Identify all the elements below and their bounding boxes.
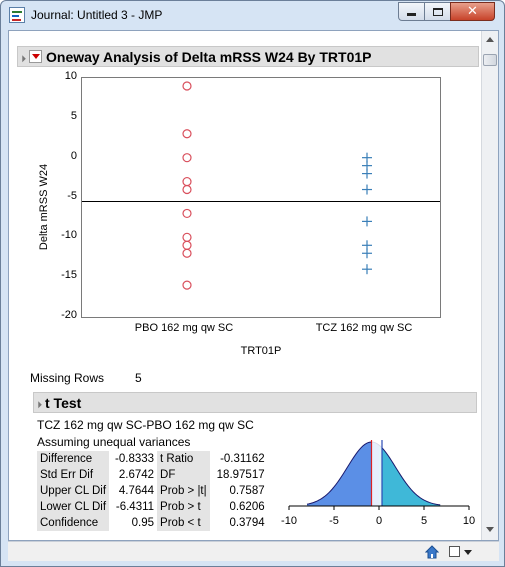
pbo-data-point[interactable]: [182, 248, 192, 258]
stat-value: 0.3794: [229, 517, 265, 529]
stat-label: Confidence: [37, 515, 110, 531]
stat-label: Upper CL Dif: [37, 483, 110, 499]
distribution-tick-label: -10: [281, 515, 297, 527]
pbo-data-point[interactable]: [182, 176, 192, 187]
pbo-data-point[interactable]: [182, 184, 192, 195]
pbo-data-point[interactable]: [182, 232, 192, 242]
minimize-button[interactable]: [398, 2, 425, 21]
close-icon: ✕: [467, 4, 478, 19]
maximize-button[interactable]: [424, 2, 451, 21]
stat-value: 2.6742: [118, 469, 155, 481]
disclosure-triangle-icon[interactable]: [15, 51, 26, 62]
oneway-outline-header[interactable]: Oneway Analysis of Delta mRSS W24 By TRT…: [15, 46, 479, 67]
stat-value: -6.4311: [115, 501, 155, 513]
stat-label: DF: [157, 467, 210, 483]
pbo-data-point[interactable]: [182, 153, 192, 163]
stat-value: 0.6206: [229, 501, 265, 513]
y-tick-label: -10: [61, 229, 77, 242]
tcz-data-point[interactable]: [362, 264, 372, 275]
pbo-data-point[interactable]: [182, 129, 192, 139]
stat-label: Prob > t: [157, 499, 210, 515]
x-category-label-tcz: TCZ 162 mg qw SC: [315, 322, 413, 334]
table-row: Std Err Dif 2.6742 DF 18.97517: [37, 467, 268, 483]
pbo-data-point[interactable]: [182, 240, 192, 250]
ttest-outline-header[interactable]: t Test: [31, 392, 477, 413]
ttest-comparison: TCZ 162 mg qw SC-PBO 162 mg qw SC: [37, 418, 254, 432]
chevron-down-icon[interactable]: [464, 550, 472, 555]
missing-rows-label: Missing Rows: [30, 371, 105, 385]
stat-label: Prob < t: [157, 515, 210, 531]
maximize-icon: [432, 7, 443, 16]
distribution-right-area: [379, 445, 441, 506]
distribution-tick-label: 10: [462, 515, 476, 527]
t-distribution-plot: [288, 440, 470, 510]
title-bar[interactable]: Journal: Untitled 3 - JMP ✕: [1, 1, 504, 29]
distribution-tick-label: -5: [329, 515, 339, 527]
difference-band: [371, 440, 382, 506]
ttest-stats-table: Difference -0.8333 t Ratio -0.31162 Std …: [37, 451, 268, 531]
ttest-assumption: Assuming unequal variances: [37, 435, 191, 449]
y-tick-label: -20: [61, 309, 77, 321]
missing-rows-value: 5: [135, 371, 142, 385]
distribution-tick-label: 0: [375, 515, 383, 527]
vertical-scrollbar[interactable]: [481, 31, 498, 540]
pbo-data-point[interactable]: [182, 81, 192, 91]
distribution-tick-label: 5: [420, 515, 428, 527]
y-tick-label: -5: [67, 189, 77, 202]
y-tick-label: 0: [70, 149, 77, 162]
tcz-data-point[interactable]: [362, 216, 372, 227]
y-tick-label: 10: [64, 70, 77, 82]
table-row: Confidence 0.95 Prob < t 0.3794: [37, 515, 268, 531]
stat-label: Std Err Dif: [37, 467, 110, 483]
tcz-data-point[interactable]: [362, 248, 372, 259]
stat-value: 18.97517: [216, 469, 265, 481]
stat-value: 0.7587: [229, 485, 265, 497]
stat-label: Lower CL Dif: [37, 499, 110, 515]
ttest-title: t Test: [45, 394, 82, 411]
scroll-down-icon[interactable]: [486, 527, 494, 532]
stat-label: t Ratio: [157, 451, 210, 467]
stat-value: -0.31162: [220, 453, 265, 465]
pbo-data-point[interactable]: [182, 280, 192, 290]
pbo-data-point[interactable]: [182, 208, 192, 219]
stat-value: 4.7644: [118, 485, 155, 497]
status-bar: [8, 541, 499, 561]
stat-value: -0.8333: [115, 453, 155, 465]
jmp-app-icon[interactable]: [9, 7, 25, 23]
tcz-data-point[interactable]: [362, 168, 372, 179]
oneway-title: Oneway Analysis of Delta mRSS W24 By TRT…: [46, 48, 372, 65]
disclosure-triangle-icon[interactable]: [31, 397, 42, 408]
tcz-data-point[interactable]: [362, 184, 372, 195]
x-axis-label: TRT01P: [240, 345, 282, 357]
table-row: Lower CL Dif -6.4311 Prob > t 0.6206: [37, 499, 268, 515]
y-tick-label: 5: [70, 109, 77, 122]
table-row: Upper CL Dif 4.7644 Prob > |t| 0.7587: [37, 483, 268, 499]
distribution-left-area: [307, 442, 379, 506]
scrollbar-thumb[interactable]: [483, 54, 497, 66]
table-row: Difference -0.8333 t Ratio -0.31162: [37, 451, 268, 467]
scroll-up-icon[interactable]: [486, 37, 494, 42]
window-title: Journal: Untitled 3 - JMP: [31, 8, 163, 22]
home-icon[interactable]: [425, 545, 439, 559]
stat-value: 0.95: [131, 517, 155, 529]
y-axis-label: Delta mRSS W24: [38, 163, 50, 251]
oneway-scatter-plot: [82, 81, 440, 290]
y-tick-label: -15: [61, 269, 77, 282]
stat-label: Difference: [37, 451, 110, 467]
oneway-plot-frame[interactable]: [81, 77, 441, 318]
stat-label: Prob > |t|: [157, 483, 210, 499]
minimize-icon: [407, 13, 416, 16]
x-category-label-pbo: PBO 162 mg qw SC: [134, 322, 234, 334]
report-content: Oneway Analysis of Delta mRSS W24 By TRT…: [8, 30, 499, 541]
red-triangle-menu-icon[interactable]: [29, 50, 42, 63]
close-button[interactable]: ✕: [450, 2, 495, 21]
show-window-checkbox[interactable]: [449, 546, 460, 557]
